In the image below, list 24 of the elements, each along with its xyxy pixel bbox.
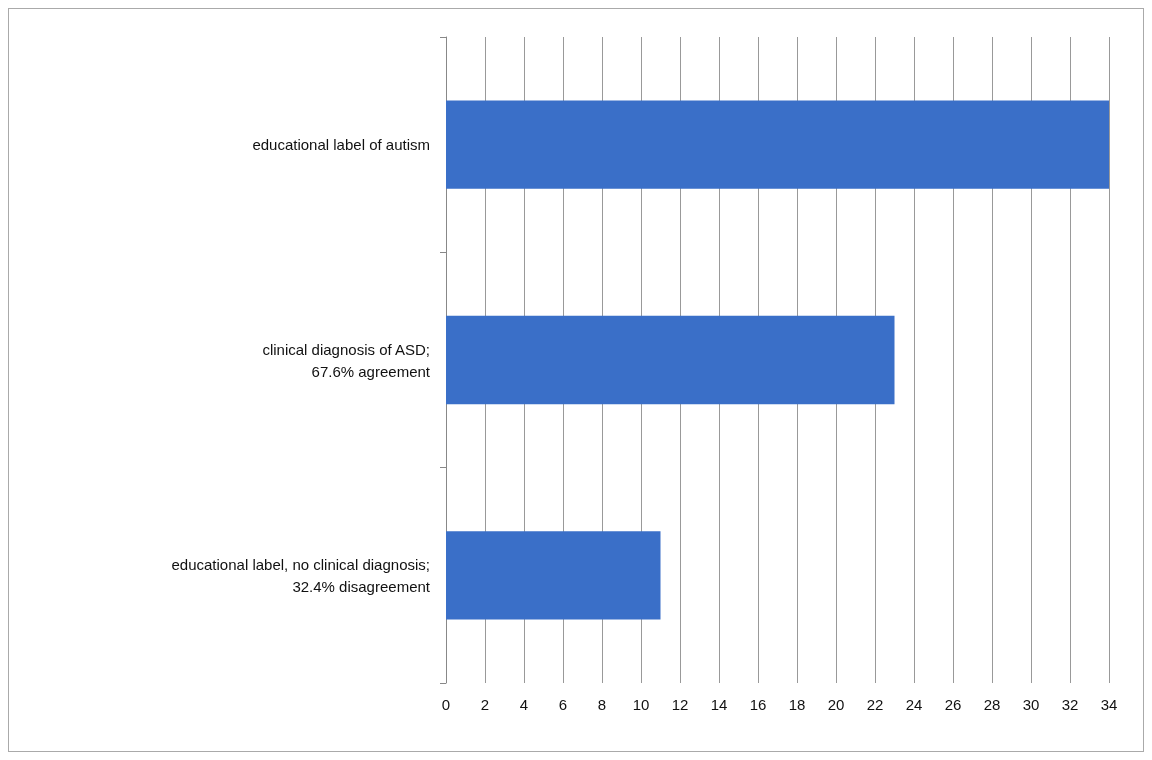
bar (446, 531, 661, 620)
x-tick-label: 24 (905, 696, 923, 713)
x-tick-label: 28 (983, 696, 1001, 713)
x-tick-label: 14 (710, 696, 728, 713)
x-tick-label: 32 (1061, 696, 1079, 713)
x-tick-label: 6 (558, 696, 568, 713)
x-tick-label: 18 (788, 696, 806, 713)
y-tick-label: educational label of autism (252, 136, 430, 154)
bar (446, 315, 895, 405)
y-tick-label: educational label, no clinical diagnosis; 32.4% disagreement (171, 555, 431, 595)
y-tick-label: clinical diagnosis of ASD; 67.6% agreement (262, 340, 431, 380)
x-tick-label: 8 (597, 696, 607, 713)
x-tick-label: 0 (441, 696, 451, 713)
x-tick-label: 30 (1022, 696, 1040, 713)
x-tick-label: 4 (519, 696, 529, 713)
x-tick-label: 2 (480, 696, 490, 713)
x-tick-label: 10 (632, 696, 650, 713)
x-tick-label: 20 (827, 696, 845, 713)
x-tick-label: 26 (944, 696, 962, 713)
x-tick-label: 34 (1100, 696, 1118, 713)
bar (446, 100, 1109, 189)
x-tick-label: 12 (671, 696, 689, 713)
x-tick-label: 22 (866, 696, 884, 713)
x-tick-label: 16 (749, 696, 767, 713)
